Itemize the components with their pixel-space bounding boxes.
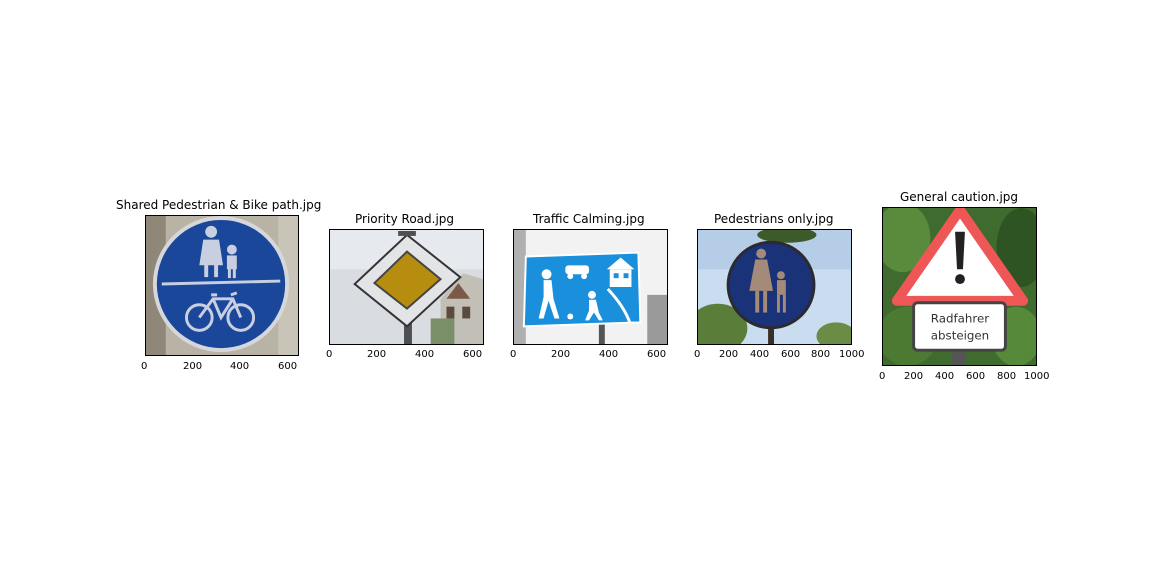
pedestrians-only-sign-photo — [698, 230, 851, 344]
x-tick-label: 400 — [599, 349, 619, 360]
x-tick-label: 600 — [781, 349, 801, 360]
x-tick-label: 400 — [750, 349, 770, 360]
x-tick-label: 400 — [415, 349, 435, 360]
walking-person-icon — [541, 269, 552, 280]
image-traffic-calming — [513, 229, 668, 345]
panel-title: Pedestrians only.jpg — [714, 212, 834, 226]
image-general-caution: Radfahrer absteigen — [882, 207, 1037, 366]
x-tick-label: 1000 — [1024, 371, 1050, 382]
panel-title: Traffic Calming.jpg — [533, 212, 645, 226]
panel-title: Shared Pedestrian & Bike path.jpg — [116, 198, 322, 212]
x-tick-label: 600 — [647, 349, 667, 360]
x-tick-label: 0 — [694, 349, 701, 360]
panel-title: General caution.jpg — [900, 190, 1019, 204]
traffic-calming-sign-photo — [514, 230, 667, 344]
x-tick-label: 200 — [551, 349, 571, 360]
x-tick-label: 0 — [510, 349, 517, 360]
x-tick-label: 400 — [230, 361, 250, 372]
sign-text-line: Radfahrer — [931, 312, 989, 326]
panel-title: Priority Road.jpg — [355, 212, 455, 226]
x-tick-label: 1000 — [839, 349, 865, 360]
x-tick-label: 400 — [935, 371, 955, 382]
house-icon — [606, 257, 635, 270]
shared-path-sign-photo — [146, 216, 298, 355]
priority-road-sign-photo — [330, 230, 483, 344]
child-playing-icon — [588, 290, 596, 299]
x-tick-label: 0 — [326, 349, 333, 360]
image-priority-road — [329, 229, 484, 345]
x-tick-label: 0 — [879, 371, 886, 382]
x-tick-label: 0 — [141, 361, 148, 372]
x-tick-label: 600 — [278, 361, 298, 372]
x-tick-label: 200 — [904, 371, 924, 382]
x-tick-label: 600 — [463, 349, 483, 360]
image-pedestrians-only — [697, 229, 852, 345]
image-shared-path — [145, 215, 299, 356]
car-icon — [565, 265, 590, 275]
x-tick-label: 600 — [966, 371, 986, 382]
x-tick-label: 200 — [183, 361, 203, 372]
x-tick-label: 200 — [719, 349, 739, 360]
ball-icon — [567, 313, 574, 320]
sign-text-line: absteigen — [931, 328, 989, 342]
x-tick-label: 800 — [811, 349, 831, 360]
x-tick-label: 800 — [997, 371, 1017, 382]
general-caution-sign-photo: Radfahrer absteigen — [883, 208, 1036, 365]
x-tick-label: 200 — [367, 349, 387, 360]
